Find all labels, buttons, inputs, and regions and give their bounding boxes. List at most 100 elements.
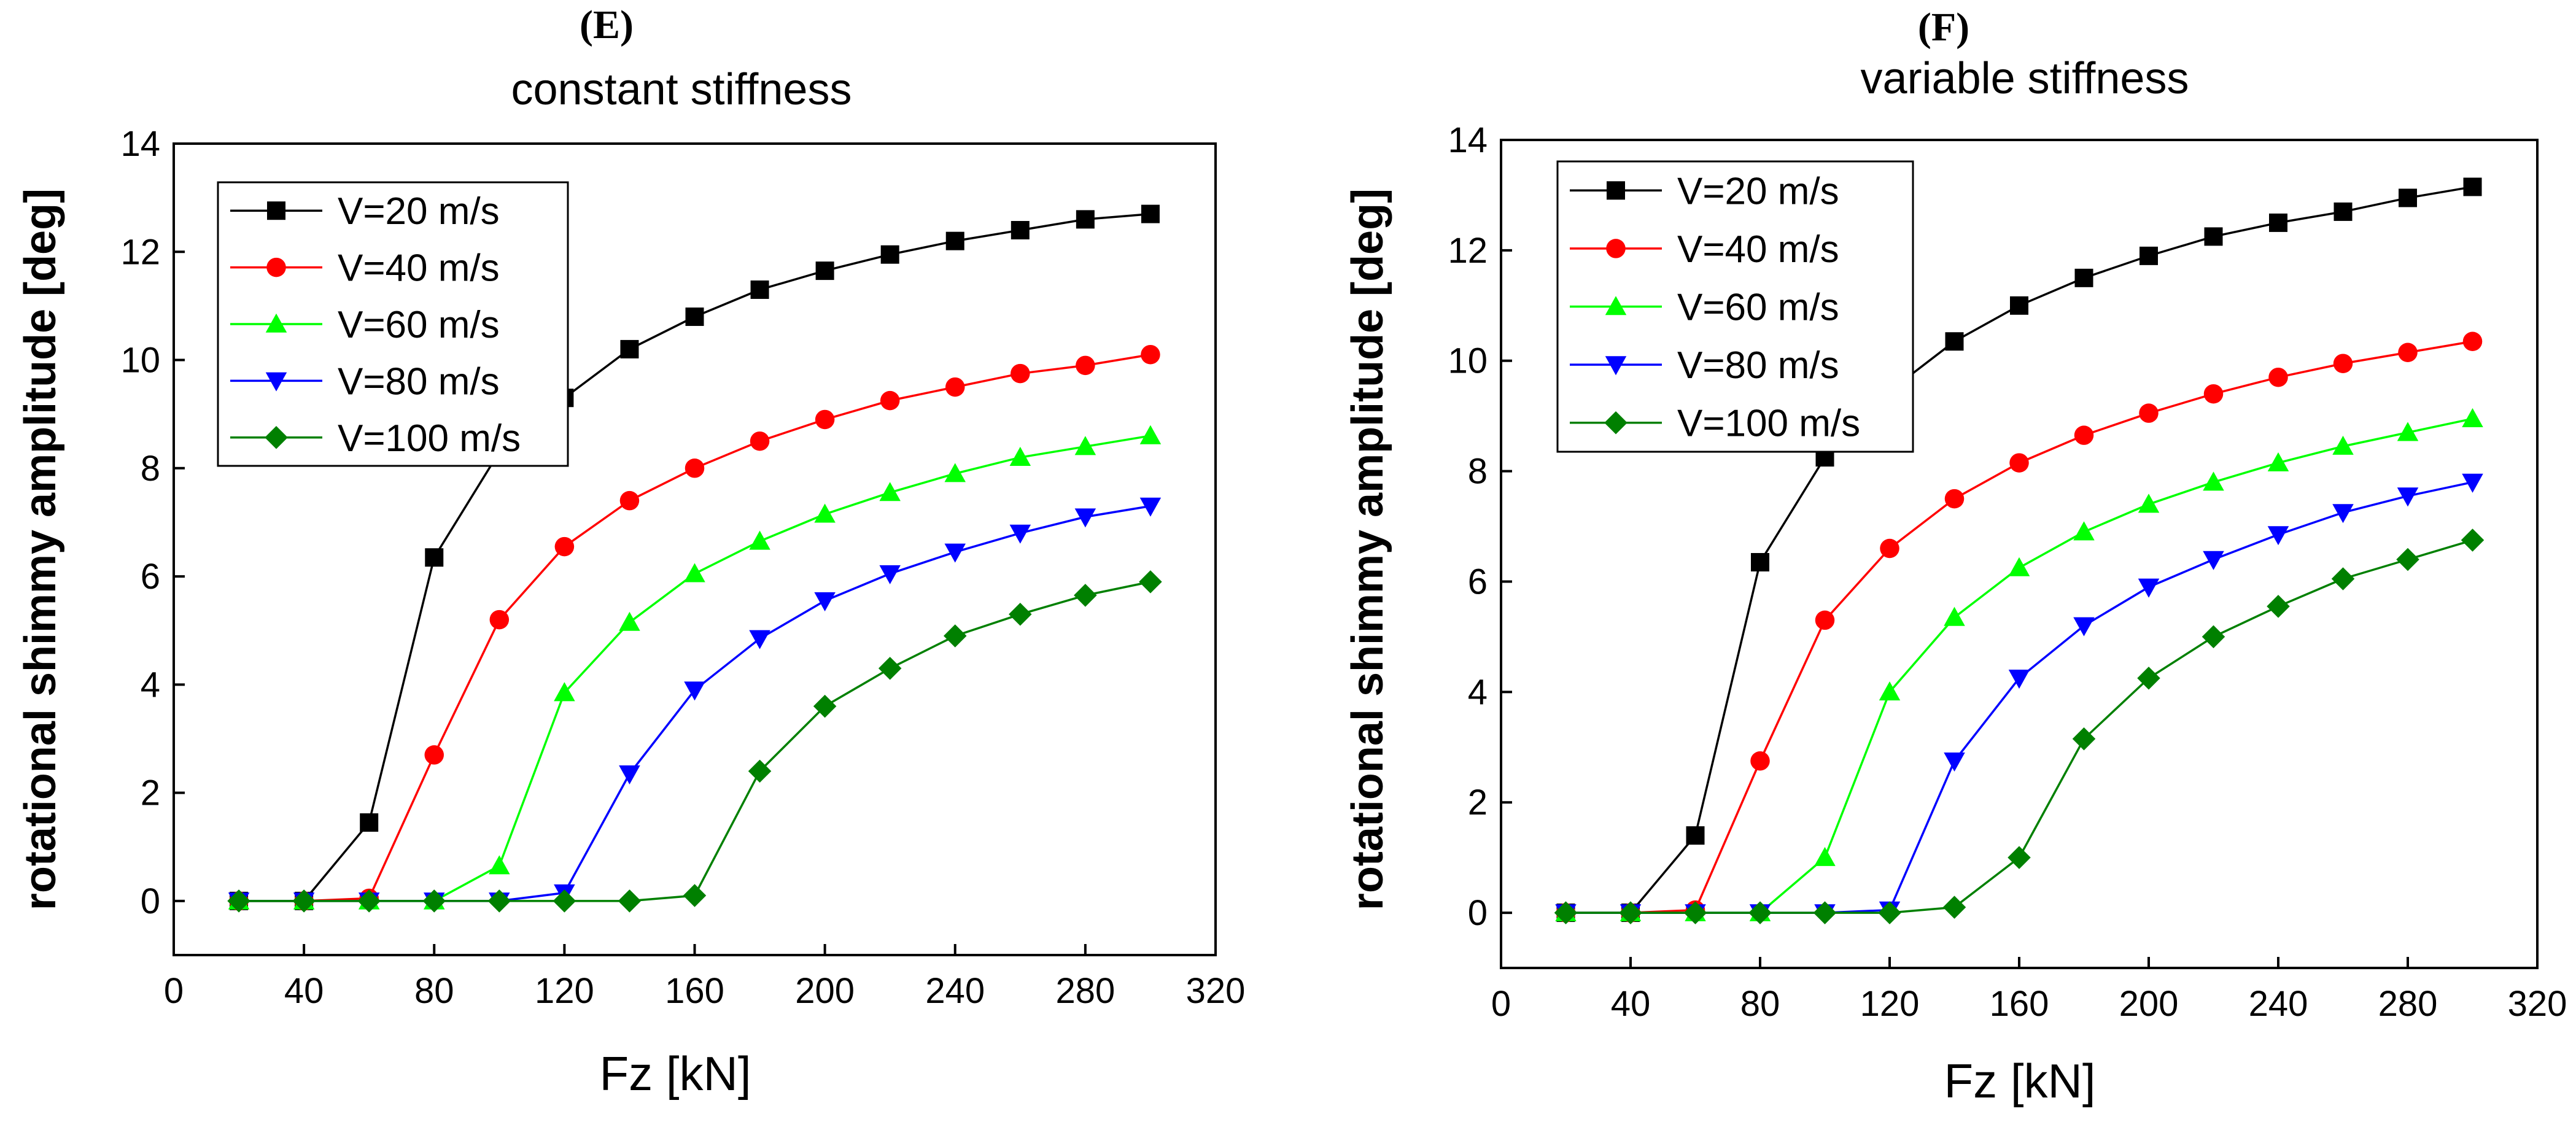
legend-marker xyxy=(1606,239,1626,258)
data-point xyxy=(880,390,900,411)
data-point xyxy=(2462,408,2483,427)
data-point xyxy=(360,813,379,832)
data-point xyxy=(487,889,511,913)
x-axis-label: Fz [kN] xyxy=(1944,1054,2096,1108)
data-point xyxy=(684,681,705,701)
y-tick-label: 10 xyxy=(1448,341,1488,381)
data-point xyxy=(2396,548,2419,571)
series-v-100-m-s xyxy=(1554,528,2485,924)
legend: V=20 m/s V=40 m/s V=60 m/s V=80 m/s V=100 m/… xyxy=(217,181,569,467)
data-point xyxy=(1748,901,1772,924)
data-point xyxy=(2140,246,2158,265)
data-point xyxy=(750,431,770,451)
data-point xyxy=(945,231,964,250)
data-point xyxy=(1076,210,1095,229)
data-point xyxy=(554,682,575,702)
data-point xyxy=(684,563,705,582)
data-point xyxy=(2399,188,2417,207)
data-point xyxy=(2267,452,2289,471)
y-axis-label: rotational shimmy amplitude [deg] xyxy=(16,188,65,910)
legend-label: V=60 m/s xyxy=(338,304,500,346)
data-point xyxy=(2332,504,2354,524)
data-point xyxy=(2137,667,2160,690)
legend-box xyxy=(217,181,569,467)
data-point xyxy=(749,630,770,649)
data-point xyxy=(425,548,444,567)
data-point xyxy=(813,694,837,718)
data-point xyxy=(815,261,834,281)
data-point xyxy=(814,503,836,523)
x-tick-label: 320 xyxy=(2508,984,2567,1024)
x-tick-label: 0 xyxy=(1491,984,1511,1024)
data-point xyxy=(2139,403,2159,423)
data-point xyxy=(685,459,705,478)
data-point xyxy=(2462,331,2483,352)
x-tick-label: 240 xyxy=(2249,984,2308,1024)
legend-label: V=80 m/s xyxy=(1677,344,1839,387)
data-point xyxy=(2073,617,2095,637)
y-tick-label: 6 xyxy=(1468,562,1488,602)
data-point xyxy=(1813,901,1837,924)
data-point xyxy=(2009,453,2029,473)
data-point xyxy=(1139,497,1162,517)
data-point xyxy=(424,745,444,765)
data-point xyxy=(878,657,902,680)
data-point xyxy=(2333,354,2353,373)
data-point xyxy=(2332,435,2354,455)
x-tick-label: 280 xyxy=(1055,971,1115,1011)
data-point xyxy=(1074,436,1096,455)
data-point xyxy=(1814,846,1836,866)
data-point xyxy=(2203,384,2224,404)
data-point xyxy=(1944,606,1965,626)
data-point xyxy=(879,565,901,584)
x-tick-label: 0 xyxy=(164,971,184,1011)
data-point xyxy=(944,543,966,563)
data-point xyxy=(2074,425,2094,445)
data-point xyxy=(1945,332,1964,351)
y-tick-label: 14 xyxy=(120,124,160,164)
data-point xyxy=(1683,901,1707,924)
data-point xyxy=(2008,846,2031,869)
legend-label: V=20 m/s xyxy=(338,190,500,233)
data-point xyxy=(422,889,446,913)
data-point xyxy=(618,889,642,913)
data-point xyxy=(227,889,250,913)
data-point xyxy=(2202,625,2225,649)
x-tick-label: 80 xyxy=(414,971,454,1011)
data-point xyxy=(1074,508,1096,528)
data-point xyxy=(2203,471,2224,491)
data-point xyxy=(1009,524,1031,544)
data-point xyxy=(2334,202,2353,221)
data-point xyxy=(1009,446,1031,466)
data-point xyxy=(2397,487,2419,507)
data-point xyxy=(944,624,967,648)
legend-marker xyxy=(265,426,288,449)
data-point xyxy=(292,889,316,913)
legend-label: V=100 m/s xyxy=(1677,403,1860,445)
data-point xyxy=(489,610,510,630)
x-tick-label: 200 xyxy=(795,971,855,1011)
data-point xyxy=(2074,268,2093,287)
y-tick-label: 12 xyxy=(120,232,160,272)
chart-title: variable stiffness xyxy=(1861,54,2189,103)
y-tick-label: 8 xyxy=(1468,452,1488,492)
data-point xyxy=(1141,204,1160,223)
data-point xyxy=(2072,727,2096,751)
data-point xyxy=(2010,296,2028,315)
data-point xyxy=(553,889,576,913)
data-point xyxy=(2463,177,2482,196)
legend-label: V=100 m/s xyxy=(338,417,521,460)
data-point xyxy=(1686,826,1705,845)
panel-label: (F) xyxy=(1918,5,1969,50)
data-point xyxy=(1815,610,1835,630)
data-point xyxy=(1011,363,1030,384)
legend-marker xyxy=(1605,296,1627,315)
legend-marker xyxy=(265,313,287,333)
data-point xyxy=(945,377,965,397)
data-point xyxy=(1944,752,1965,772)
x-tick-label: 280 xyxy=(2378,984,2438,1024)
data-point xyxy=(1076,355,1095,376)
legend-marker xyxy=(266,257,286,277)
data-point xyxy=(554,536,575,557)
